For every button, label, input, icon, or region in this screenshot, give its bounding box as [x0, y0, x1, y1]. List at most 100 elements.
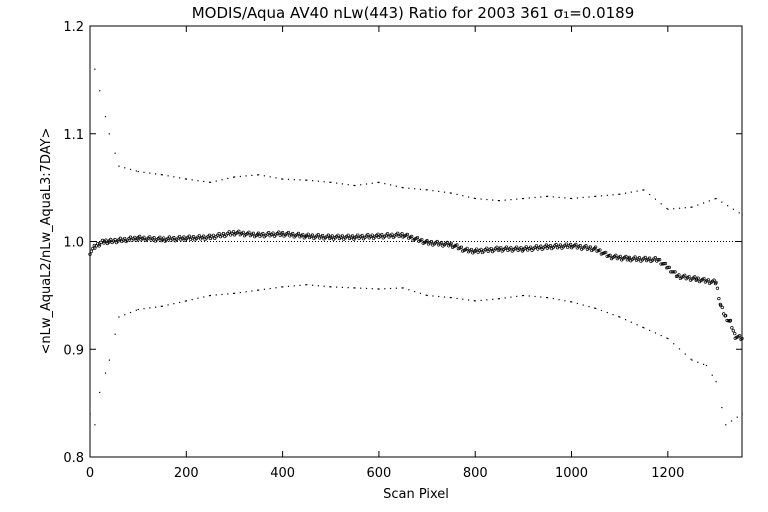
mean-point: [221, 231, 226, 236]
mean-point: [662, 262, 666, 266]
upper-point: [251, 174, 253, 176]
mean-point: [479, 247, 483, 252]
lower-point: [449, 296, 451, 299]
upper-point: [245, 175, 247, 177]
lower-point: [624, 319, 627, 321]
mean-point: [465, 246, 469, 250]
lower-point: [239, 291, 241, 294]
upper-point: [432, 190, 434, 192]
upper-point: [197, 180, 199, 182]
upper-point: [594, 195, 596, 198]
lower-point: [690, 358, 692, 360]
lower-point: [534, 295, 536, 298]
lower-point: [480, 299, 482, 301]
mean-point: [514, 245, 519, 249]
upper-point: [154, 173, 157, 175]
upper-point: [654, 198, 657, 200]
mean-point: [376, 232, 380, 236]
mean-point: [167, 235, 172, 239]
mean-point: [109, 237, 113, 242]
lower-point: [173, 303, 175, 305]
upper-point: [443, 191, 446, 193]
lower-point: [673, 343, 675, 345]
mean-point: [658, 258, 662, 262]
mean-point: [396, 231, 400, 235]
upper-point: [691, 206, 693, 208]
lower-point: [135, 309, 137, 311]
upper-point: [727, 205, 729, 207]
lower-point: [576, 302, 579, 305]
upper-point: [402, 187, 404, 189]
lower-point: [347, 287, 349, 289]
upper-point: [684, 207, 686, 209]
upper-point: [305, 179, 307, 181]
lower-point: [154, 306, 157, 308]
lower-point: [691, 359, 693, 361]
plot-frame: [89, 25, 743, 458]
upper-point: [347, 184, 349, 186]
mean-point: [96, 242, 100, 246]
upper-point: [558, 196, 560, 198]
mean-point: [330, 234, 334, 238]
upper-point: [702, 202, 705, 204]
upper-point: [149, 172, 151, 174]
upper-point: [606, 194, 608, 196]
mean-point: [653, 256, 657, 260]
mean-point: [687, 274, 691, 279]
x-axis-label: Scan Pixel: [383, 487, 449, 502]
upper-point: [389, 184, 392, 186]
upper-point: [486, 198, 488, 201]
lower-point: [129, 311, 132, 314]
mean-point: [266, 230, 271, 235]
mean-point: [499, 246, 503, 250]
upper-point: [227, 177, 229, 180]
mean-point: [172, 235, 176, 240]
lower-point: [564, 300, 566, 302]
mean-point: [604, 250, 608, 255]
lower-point: [263, 288, 266, 290]
y-tick-label: 0.8: [63, 451, 84, 466]
lower-point: [143, 308, 145, 310]
lower-point: [540, 296, 542, 298]
upper-point: [571, 197, 573, 200]
mean-point: [455, 243, 459, 247]
lower-point: [642, 326, 644, 328]
mean-point: [647, 256, 652, 260]
upper-series: [89, 25, 743, 216]
lower-point: [299, 284, 301, 286]
mean-point: [201, 234, 206, 238]
x-tick-label: 800: [463, 466, 488, 481]
upper-point: [293, 179, 295, 181]
mean-point: [350, 234, 355, 238]
mean-point: [320, 233, 325, 238]
mean-point: [696, 276, 700, 280]
upper-point: [643, 189, 645, 191]
lower-point: [438, 295, 440, 298]
lower-point: [570, 301, 572, 303]
upper-point: [281, 178, 283, 180]
lower-point: [395, 287, 397, 289]
lower-point: [588, 305, 590, 308]
mean-point: [720, 305, 724, 310]
upper-point: [167, 175, 169, 177]
lower-point: [721, 406, 723, 409]
upper-point: [395, 185, 397, 187]
mean-point: [429, 240, 434, 244]
upper-point: [522, 197, 525, 200]
x-axis-ticks: 0 200 400 600 800 1000 1200: [86, 26, 684, 481]
mean-point: [301, 232, 305, 237]
upper-point: [636, 190, 638, 192]
upper-point: [425, 189, 427, 191]
upper-point: [99, 90, 101, 92]
upper-point: [287, 178, 290, 180]
mean-point: [89, 249, 94, 253]
mean-point: [277, 230, 281, 234]
mean-point: [400, 232, 404, 236]
mean-point: [504, 245, 509, 249]
mean-point: [677, 273, 681, 277]
lower-point: [118, 316, 120, 318]
lower-point: [384, 288, 386, 290]
lower-point: [473, 300, 475, 302]
lower-point: [287, 285, 290, 287]
upper-point: [365, 183, 368, 185]
